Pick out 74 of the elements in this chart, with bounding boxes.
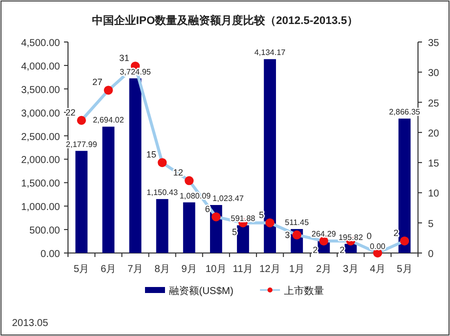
y2-tick-label: 20 xyxy=(428,128,440,140)
data-label: 4,134.17 xyxy=(254,48,286,58)
x-tick-label: 1月 xyxy=(289,264,305,275)
data-label: 27 xyxy=(92,77,102,88)
data-label: 0.00 xyxy=(370,242,386,251)
data-label: 2 xyxy=(340,244,345,255)
point xyxy=(104,86,113,95)
bar xyxy=(75,150,88,253)
data-label: 195.82 xyxy=(338,232,363,242)
bar xyxy=(264,59,276,253)
data-label: 15 xyxy=(146,150,156,160)
point xyxy=(184,176,194,186)
data-label: 0 xyxy=(366,231,372,241)
data-label: 1,023.47 xyxy=(212,194,244,203)
x-tick-label: 3月 xyxy=(342,264,358,275)
bar xyxy=(236,225,250,253)
data-label: 1,080.09 xyxy=(180,191,211,200)
y-tick-label: 1,500.00 xyxy=(21,178,60,190)
y2-tick-label: 25 xyxy=(428,98,440,110)
x-tick-label: 6月 xyxy=(100,264,116,275)
legend-label: 融资额(US$M) xyxy=(169,285,234,297)
point xyxy=(212,212,221,222)
legend-label: 上市数量 xyxy=(284,285,324,297)
bar xyxy=(102,126,114,253)
y-tick-label: 1,000.00 xyxy=(21,202,60,214)
y2-tick-label: 5 xyxy=(428,218,434,230)
point xyxy=(265,218,274,228)
data-label: 2 xyxy=(394,228,399,238)
data-label: 591.88 xyxy=(230,214,256,224)
y-tick-label: 2,500.00 xyxy=(21,132,60,143)
data-label: 6 xyxy=(205,204,210,214)
bar xyxy=(398,118,411,253)
point xyxy=(292,230,302,240)
data-label: 2 xyxy=(312,244,318,255)
bar xyxy=(183,202,196,253)
y-tick-label: 0.00 xyxy=(40,249,60,260)
y2-tick-label: 0 xyxy=(428,249,434,260)
x-tick-label: 4月 xyxy=(370,264,386,275)
data-label: 5 xyxy=(232,226,237,237)
y-tick-label: 4,000.00 xyxy=(21,61,60,72)
y2-tick-label: 35 xyxy=(428,38,440,49)
data-label: 2,694.02 xyxy=(92,116,124,125)
y2-tick-label: 15 xyxy=(428,158,440,170)
x-tick-label: 5月 xyxy=(396,264,412,275)
point xyxy=(400,236,410,246)
chart-title: 中国企业IPO数量及融资额月度比较（2012.5-2013.5） xyxy=(92,14,358,27)
y2-tick-label: 30 xyxy=(428,68,440,80)
data-label: 31 xyxy=(119,53,130,64)
y-tick-label: 500.00 xyxy=(29,226,60,237)
y-tick-label: 3,500.00 xyxy=(21,84,60,96)
y-tick-label: 2,000.00 xyxy=(21,155,60,166)
data-label: 12 xyxy=(173,168,184,178)
x-tick-label: 2月 xyxy=(316,264,332,275)
point xyxy=(158,158,167,168)
data-label: 3,724.95 xyxy=(120,67,151,76)
y2-tick-label: 10 xyxy=(428,188,440,200)
data-label: 511.45 xyxy=(284,218,309,228)
x-tick-label: 7月 xyxy=(128,264,144,275)
point xyxy=(76,116,86,125)
x-tick-label: 9月 xyxy=(181,264,197,275)
x-tick-label: 12月 xyxy=(259,264,280,275)
text: 2013.05 xyxy=(12,318,49,329)
y-tick-label: 3,000.00 xyxy=(21,108,60,120)
x-tick-label: 8月 xyxy=(154,264,170,275)
data-label: 3 xyxy=(284,230,290,240)
bar xyxy=(129,78,142,253)
y-tick-label: 4,500.00 xyxy=(21,38,60,49)
data-label: 5 xyxy=(258,210,264,220)
x-tick-label: 5月 xyxy=(74,264,90,275)
data-label: 264.29 xyxy=(312,230,336,239)
x-tick-label: 10月 xyxy=(206,264,227,275)
bar xyxy=(156,199,168,253)
x-tick-label: 11月 xyxy=(232,264,254,275)
data-label: 1,150.43 xyxy=(146,188,178,198)
